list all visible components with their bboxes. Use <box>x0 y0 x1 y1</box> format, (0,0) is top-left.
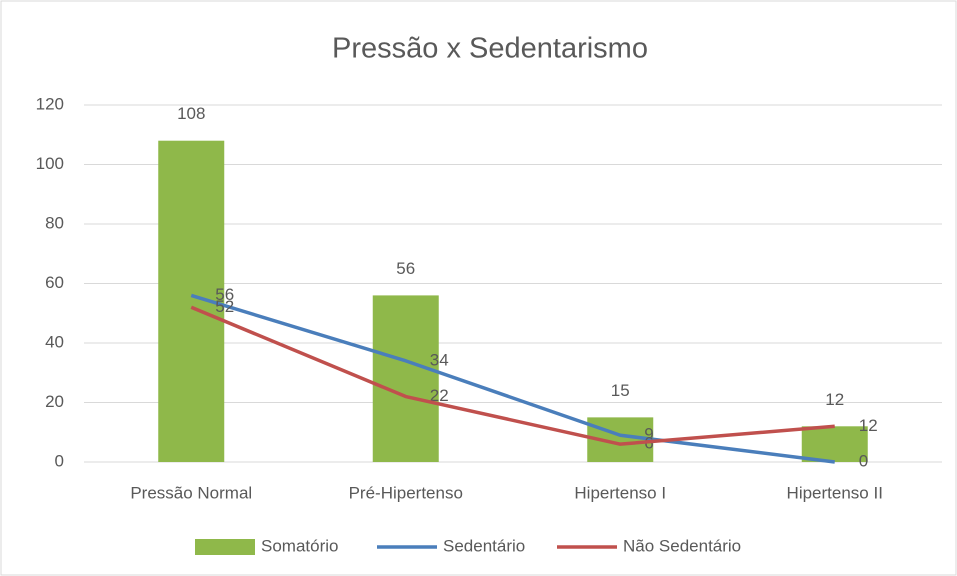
bar <box>372 295 439 462</box>
legend-label: Sedentário <box>443 536 525 555</box>
x-tick-label: Pressão Normal <box>130 483 252 502</box>
y-tick-label: 0 <box>55 451 64 470</box>
data-label: 56 <box>215 285 234 304</box>
data-label: 34 <box>430 350 449 369</box>
data-label: 108 <box>177 104 205 123</box>
legend-label: Não Sedentário <box>623 536 741 555</box>
y-tick-label: 120 <box>36 94 64 113</box>
line <box>190 305 835 446</box>
data-label: 12 <box>859 416 878 435</box>
x-tick-label: Hipertenso I <box>574 483 666 502</box>
chart-title: Pressão x Sedentarismo <box>332 33 648 65</box>
data-label: 52 <box>215 297 234 316</box>
data-label: 0 <box>859 451 868 470</box>
data-label: 9 <box>644 425 653 444</box>
data-label: 56 <box>396 259 415 278</box>
x-tick-label: Hipertenso II <box>787 483 883 502</box>
x-tick-label: Pré-Hipertenso <box>349 483 463 502</box>
data-label: 12 <box>825 390 844 409</box>
legend-label: Somatório <box>261 536 338 555</box>
line <box>190 293 835 464</box>
data-label: 22 <box>430 386 449 405</box>
data-label: 15 <box>611 381 630 400</box>
y-tick-label: 20 <box>45 392 64 411</box>
y-tick-label: 80 <box>45 213 64 232</box>
legend-swatch <box>195 539 255 555</box>
y-tick-label: 60 <box>45 273 64 292</box>
bar <box>801 426 868 462</box>
y-tick-label: 100 <box>36 154 64 173</box>
y-tick-label: 40 <box>45 332 64 351</box>
